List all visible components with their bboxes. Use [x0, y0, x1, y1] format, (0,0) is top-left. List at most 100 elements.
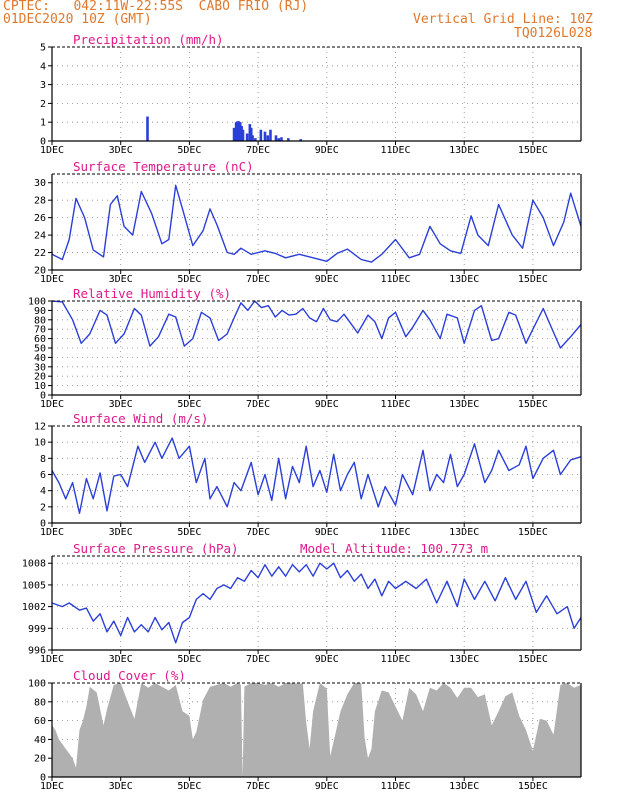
- x-tick-label: 9DEC: [315, 781, 339, 792]
- cloud-area: [52, 683, 581, 777]
- y-tick-label: 60: [34, 334, 46, 345]
- y-tick-label: 2: [40, 99, 46, 110]
- precip-bar: [245, 133, 249, 141]
- y-tick-label: 40: [34, 735, 46, 746]
- x-tick-label: 13DEC: [449, 399, 479, 410]
- y-tick-label: 10: [34, 438, 46, 449]
- y-tick-label: 20: [34, 266, 46, 277]
- x-tick-label: 15DEC: [518, 781, 548, 792]
- x-tick-label: 9DEC: [315, 145, 339, 156]
- wind-series-line: [51, 437, 582, 514]
- y-tick-label: 5: [40, 43, 46, 54]
- precip-bar: [274, 135, 278, 141]
- x-tick-label: 11DEC: [380, 654, 410, 665]
- panel-pres: 996 999 1002 1005 1008 1DEC 3DEC 5DEC 7DEC 9DEC 11…: [22, 541, 582, 665]
- y-tick-label: 4: [40, 486, 46, 497]
- x-tick-label: 1DEC: [40, 527, 64, 538]
- x-tick-label: 5DEC: [177, 145, 201, 156]
- y-tick-label: 80: [34, 697, 46, 708]
- x-tick-label: 11DEC: [380, 781, 410, 792]
- x-tick-label: 1DEC: [40, 654, 64, 665]
- precip-bar: [240, 125, 243, 141]
- y-tick-label: 4: [40, 61, 46, 72]
- precip-panel-title: Precipitation (mm/h): [73, 32, 224, 47]
- y-tick-label: 0: [40, 773, 46, 784]
- y-tick-label: 70: [34, 325, 46, 336]
- x-tick-label: 15DEC: [518, 274, 548, 285]
- y-tick-label: 50: [34, 344, 46, 355]
- header-line2: 01DEC2020 10Z (GMT): [3, 12, 152, 27]
- cloud-panel-title: Cloud Cover (%): [73, 668, 186, 683]
- y-tick-label: 8: [40, 454, 46, 465]
- precip-bar: [241, 129, 245, 141]
- x-tick-label: 1DEC: [40, 274, 64, 285]
- y-tick-label: 20: [34, 754, 46, 765]
- x-tick-label: 13DEC: [449, 145, 479, 156]
- x-tick-label: 9DEC: [315, 274, 339, 285]
- temp-panel-title: Surface Temperature (nC): [73, 159, 254, 174]
- y-tick-label: 1008: [22, 559, 46, 570]
- temp-series-line: [51, 184, 582, 263]
- x-tick-label: 7DEC: [246, 145, 270, 156]
- panel-wind: 0 2 4 6 8 10 12 1DEC 3DEC 5DEC 7DEC 9DEC 11DEC 13DEC 1…: [34, 411, 582, 538]
- precip-bar: [248, 124, 252, 141]
- x-tick-label: 15DEC: [518, 399, 548, 410]
- x-tick-label: 13DEC: [449, 274, 479, 285]
- y-tick-label: 22: [34, 248, 46, 259]
- y-tick-label: 1005: [22, 580, 46, 591]
- x-tick-label: 13DEC: [449, 527, 479, 538]
- wind-panel-title: Surface Wind (m/s): [73, 411, 208, 426]
- x-tick-label: 13DEC: [449, 654, 479, 665]
- x-tick-label: 15DEC: [518, 654, 548, 665]
- header-grid-note: Vertical Grid Line: 10Z: [413, 12, 594, 27]
- y-tick-label: 996: [28, 646, 46, 657]
- precip-bar: [251, 135, 254, 141]
- precip-bar: [266, 135, 270, 141]
- x-tick-label: 15DEC: [518, 145, 548, 156]
- precip-bar: [263, 131, 267, 141]
- y-tick-label: 100: [28, 297, 46, 308]
- x-tick-label: 3DEC: [109, 527, 133, 538]
- x-tick-label: 11DEC: [380, 145, 410, 156]
- y-tick-label: 40: [34, 353, 46, 364]
- x-tick-label: 3DEC: [109, 654, 133, 665]
- y-tick-label: 0: [40, 137, 46, 148]
- precip-bar: [299, 139, 302, 141]
- header-run-id: TQ0126L028: [514, 26, 593, 41]
- precip-bar: [269, 129, 272, 141]
- x-tick-label: 9DEC: [315, 527, 339, 538]
- y-tick-label: 12: [34, 422, 46, 433]
- y-tick-label: 1002: [22, 602, 46, 613]
- x-tick-label: 3DEC: [109, 399, 133, 410]
- x-tick-label: 7DEC: [246, 399, 270, 410]
- panel-temp: 20 22 24 26 28 30 1DEC 3DEC 5DEC 7DEC 9DEC 11DEC 13D…: [34, 159, 582, 285]
- x-tick-label: 13DEC: [449, 781, 479, 792]
- y-tick-label: 30: [34, 178, 46, 189]
- precip-bar: [232, 127, 236, 141]
- x-tick-label: 11DEC: [380, 527, 410, 538]
- y-tick-label: 28: [34, 196, 46, 207]
- x-tick-label: 1DEC: [40, 781, 64, 792]
- x-tick-label: 7DEC: [246, 527, 270, 538]
- y-tick-label: 3: [40, 80, 46, 91]
- pres-series-line: [51, 562, 582, 644]
- pres-annotation: Model Altitude: 100.773 m: [300, 541, 488, 556]
- y-tick-label: 20: [34, 372, 46, 383]
- y-tick-label: 30: [34, 362, 46, 373]
- header-line1: CPTEC: 042:11W-22:55S CABO FRIO (RJ): [3, 0, 309, 14]
- precip-bar: [234, 122, 238, 141]
- y-tick-label: 0: [40, 519, 46, 530]
- y-tick-label: 60: [34, 716, 46, 727]
- x-tick-label: 7DEC: [246, 781, 270, 792]
- precip-bar: [254, 138, 257, 141]
- rh-series-line: [51, 300, 582, 349]
- x-tick-label: 15DEC: [518, 527, 548, 538]
- x-tick-label: 1DEC: [40, 145, 64, 156]
- x-tick-label: 11DEC: [380, 399, 410, 410]
- x-tick-label: 5DEC: [177, 399, 201, 410]
- x-tick-label: 3DEC: [109, 781, 133, 792]
- y-tick-label: 2: [40, 502, 46, 513]
- x-tick-label: 9DEC: [315, 399, 339, 410]
- x-tick-label: 5DEC: [177, 527, 201, 538]
